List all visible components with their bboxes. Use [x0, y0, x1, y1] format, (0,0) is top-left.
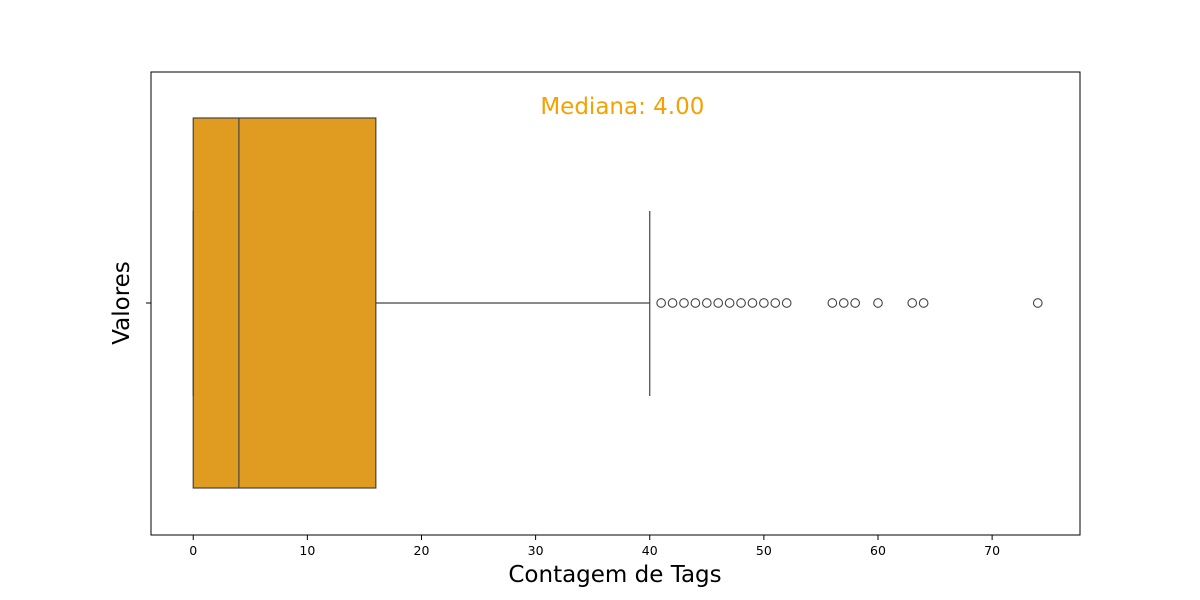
x-tick-label: 60: [870, 543, 886, 558]
x-tick-label: 50: [756, 543, 772, 558]
outlier-point: [679, 298, 689, 308]
outlier-point: [724, 298, 735, 308]
x-tick-label: 40: [642, 543, 658, 558]
outlier-point: [713, 298, 724, 308]
x-axis-ticks: 0 10 20 30 40 50 60 70: [189, 535, 1000, 558]
outlier-point: [747, 298, 758, 308]
outlier-point: [850, 298, 861, 308]
outlier-point: [690, 298, 701, 308]
outlier-point: [770, 298, 781, 308]
x-tick-label: 20: [414, 543, 430, 558]
outlier-point: [701, 298, 712, 308]
outlier-point: [918, 298, 929, 308]
x-tick-label: 30: [528, 543, 544, 558]
y-axis-label: Valores: [109, 261, 135, 345]
outlier-point: [827, 298, 838, 308]
x-tick-label: 10: [299, 543, 315, 558]
outlier-point: [838, 298, 849, 308]
outlier-point: [667, 298, 678, 308]
outlier-point: [759, 298, 769, 308]
median-annotation: Mediana: 4.00: [540, 94, 704, 120]
chart-marks: [192, 117, 1043, 489]
outlier-point: [873, 298, 883, 308]
outlier-point: [656, 298, 667, 308]
iqr-box: [192, 117, 377, 489]
outlier-point: [907, 298, 918, 308]
x-axis-label: Contagem de Tags: [508, 562, 721, 588]
x-tick-label: 0: [189, 543, 197, 558]
outlier-point: [1032, 298, 1043, 308]
x-tick-label: 70: [984, 543, 1000, 558]
outlier-point: [781, 298, 792, 308]
outlier-point: [736, 298, 746, 308]
